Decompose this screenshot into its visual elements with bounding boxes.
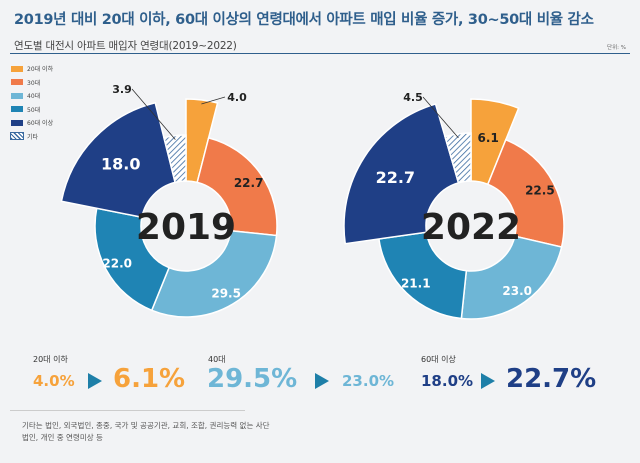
legend-item: 60대 이상 — [11, 116, 53, 130]
legend-swatch — [11, 92, 23, 99]
legend-item: 30대 — [11, 76, 53, 90]
donut-slice — [486, 138, 565, 248]
legend-label: 50대 — [27, 106, 41, 114]
slice-value-label: 22.7 — [376, 168, 415, 187]
summary-from-40s: 29.5% — [207, 364, 298, 394]
slice-value-label: 6.1 — [478, 131, 499, 145]
legend-item: 50대 — [11, 103, 53, 117]
donut-slice — [444, 132, 472, 184]
donut-slice — [470, 98, 520, 186]
legend-label: 기타 — [27, 133, 39, 141]
arrow-right-icon — [481, 373, 495, 389]
donut-slice — [150, 229, 278, 318]
arrow-right-icon — [88, 373, 102, 389]
footnote: 기타는 법인, 외국법인, 종중, 국가 및 공공기관, 교회, 조합, 권리능… — [22, 421, 270, 442]
leader-line — [131, 88, 176, 140]
summary-to-20s: 6.1% — [113, 364, 186, 394]
summary-from-20s: 4.0% — [33, 372, 75, 390]
legend-item: 기타 — [10, 130, 53, 144]
summary-to-60s: 22.7% — [506, 364, 597, 394]
donut-slice — [460, 235, 563, 320]
unit-label: 단위: % — [607, 45, 626, 51]
donut-slice — [163, 134, 187, 184]
summary-label-40s: 40대 — [208, 355, 226, 364]
slice-value-label: 22.7 — [234, 176, 264, 190]
slice-value-label: 4.0 — [227, 91, 247, 104]
donut-slice — [60, 101, 177, 219]
leader-line — [422, 96, 459, 139]
legend-swatch — [11, 119, 23, 126]
chart-subtitle: 연도별 대전시 아파트 매입자 연령대(2019~2022) — [14, 40, 237, 52]
summary-label-60s: 60대 이상 — [421, 355, 456, 364]
donut-slice — [378, 231, 468, 320]
legend-swatch — [11, 79, 23, 86]
legend-item: 40대 — [11, 89, 53, 103]
donut-slice — [196, 136, 278, 237]
slice-value-label: 29.5 — [211, 286, 241, 300]
arrow-right-icon — [315, 373, 329, 389]
legend-label: 40대 — [27, 93, 41, 101]
legend-swatch — [11, 65, 23, 72]
legend-label: 20대 이하 — [27, 66, 54, 74]
title-divider — [10, 53, 630, 54]
donut-center-year: 2022 — [421, 207, 521, 248]
donut-2022: 6.1 22.5 23.0 21.1 22.7 4.5 2022 — [343, 91, 565, 320]
legend-swatch — [10, 132, 24, 141]
donut-slice — [343, 103, 460, 245]
donut-2019: 4.0 22.7 29.5 22.0 18.0 3.9 2019 — [60, 83, 278, 318]
slice-value-label: 22.0 — [102, 256, 132, 270]
summary-from-60s: 18.0% — [421, 372, 474, 390]
summary-to-40s: 23.0% — [342, 372, 395, 390]
legend-swatch — [11, 106, 23, 113]
slice-value-label: 21.1 — [401, 277, 431, 291]
slice-value-label: 3.9 — [112, 83, 132, 96]
summary-label-20s: 20대 이하 — [33, 355, 68, 364]
donut-center-year: 2019 — [136, 207, 236, 248]
legend-label: 30대 — [27, 79, 41, 87]
slice-value-label: 4.5 — [403, 91, 423, 104]
slice-value-label: 22.5 — [525, 183, 555, 197]
slice-value-label: 18.0 — [101, 155, 140, 174]
footnote-box — [10, 410, 245, 463]
legend-label: 60대 이상 — [27, 120, 54, 128]
leader-line — [201, 96, 226, 105]
slice-value-label: 23.0 — [502, 284, 532, 298]
page-title: 2019년 대비 20대 이하, 60대 이상의 연령대에서 아파트 매입 비율… — [14, 12, 594, 28]
chart-legend: 20대 이하 30대 40대 50대 60대 이상 기타 — [10, 62, 53, 144]
legend-item: 20대 이하 — [11, 62, 53, 76]
